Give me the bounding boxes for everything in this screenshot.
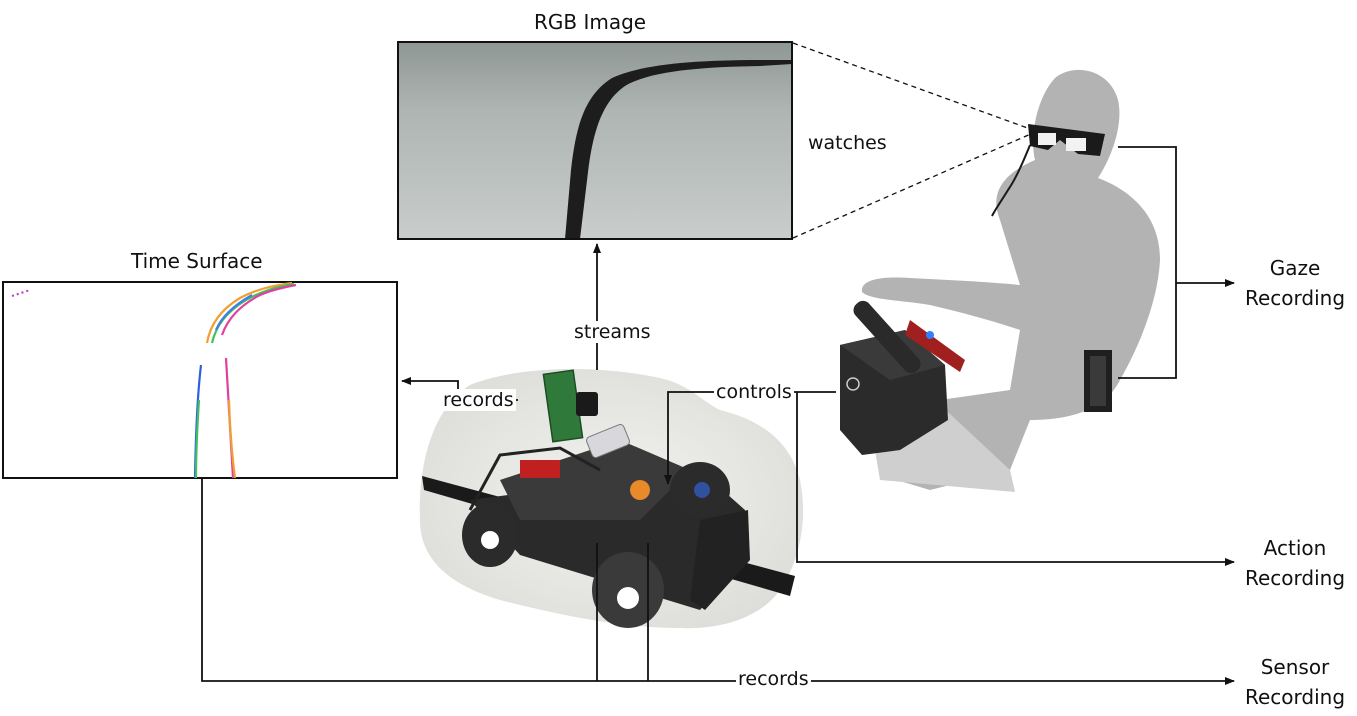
gaze-recording-line1: Gaze — [1269, 256, 1321, 280]
rgb-image-panel — [397, 41, 793, 240]
sensor-recording-line2: Recording — [1244, 685, 1346, 709]
time-surface-panel — [2, 281, 398, 479]
gaze-recording-node: Gaze Recording — [1240, 253, 1350, 313]
records-bottom-label: records — [736, 668, 811, 690]
streams-label: streams — [572, 321, 653, 343]
time-surface-title: Time Surface — [131, 249, 263, 273]
action-recording-line2: Recording — [1244, 566, 1346, 590]
watches-label: watches — [808, 132, 887, 154]
sensor-recording-line1: Sensor — [1260, 655, 1330, 679]
gaze-bracket — [1118, 146, 1177, 379]
steering-wheel-controller — [840, 300, 965, 455]
gaze-recording-line2: Recording — [1244, 286, 1346, 310]
time-surface-events — [11, 281, 297, 479]
recorder-device — [1084, 350, 1112, 412]
records-left-label: records — [441, 389, 516, 411]
controls-label: controls — [714, 381, 794, 403]
action-recording-line1: Action — [1263, 536, 1327, 560]
view-cone-top — [792, 42, 1034, 131]
rc-car-photo — [419, 368, 804, 629]
view-cone-bottom — [792, 132, 1034, 239]
action-recording-node: Action Recording — [1240, 533, 1350, 593]
rgb-image-title: RGB Image — [534, 10, 647, 34]
sensor-recording-arrow — [201, 478, 1235, 685]
eye-tracking-glasses — [991, 124, 1105, 217]
sensor-recording-node: Sensor Recording — [1240, 652, 1350, 712]
action-recording-arrow — [796, 392, 1235, 566]
